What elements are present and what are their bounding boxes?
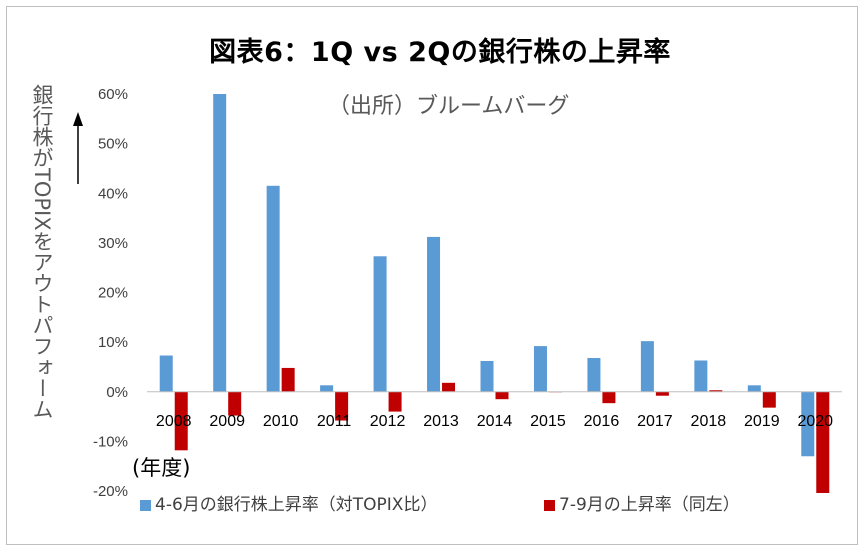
legend-swatch-series-1 [140, 499, 151, 511]
bar-series-1-2008 [159, 355, 173, 392]
y-tick-label: 0% [106, 384, 128, 401]
x-category-label: 2008 [156, 413, 192, 430]
legend-label-series-2: 7-9月の上昇率（同左） [559, 495, 740, 515]
x-category-label: 2009 [209, 413, 245, 430]
x-category-label: 2019 [744, 413, 780, 430]
bar-series-1-2010 [266, 185, 280, 392]
bar-series-2-2014 [495, 391, 509, 400]
bar-series-1-2018 [694, 360, 708, 392]
bar-series-1-2016 [587, 358, 601, 392]
y-tick-label: -10% [93, 433, 128, 450]
y-axis-label: 銀行株がTOPIXをアウトパフォーム [30, 84, 54, 420]
y-tick-label: 10% [98, 334, 128, 351]
bar-series-2-2020 [816, 391, 830, 493]
bar-series-2-2008 [174, 391, 188, 451]
x-category-label: 2012 [370, 413, 406, 430]
bar-series-1-2017 [640, 341, 654, 392]
bar-series-1-2012 [373, 256, 387, 392]
x-category-label: 2018 [691, 413, 727, 430]
chart-subtitle: （出所）ブルームバーグ [328, 94, 570, 119]
bar-series-1-2019 [747, 385, 761, 392]
bar-series-2-2017 [655, 391, 669, 396]
y-tick-label: -20% [93, 483, 128, 500]
bar-series-2-2011 [335, 391, 349, 421]
bar-series-2-2010 [281, 367, 295, 392]
y-tick-label: 60% [98, 86, 128, 103]
x-category-label: 2013 [423, 413, 459, 430]
legend-label-series-1: 4-6月の銀行株上昇率（対TOPIX比） [155, 495, 438, 515]
y-tick-label: 20% [98, 285, 128, 302]
bar-series-2-2012 [388, 391, 402, 412]
legend-item-series-2: 7-9月の上昇率（同左） [544, 490, 740, 515]
bar-series-1-2014 [480, 360, 494, 392]
x-category-label: 2011 [317, 413, 352, 430]
bar-series-2-2019 [762, 391, 776, 408]
year-note: (年度) [132, 456, 191, 480]
x-category-label: 2014 [477, 413, 513, 430]
bar-series-2-2016 [602, 391, 616, 404]
y-tick-label: 50% [98, 136, 128, 153]
bar-series-2-2013 [442, 382, 456, 392]
bar-series-1-2011 [320, 385, 334, 392]
bar-series-1-2020 [801, 391, 815, 457]
y-tick-label: 30% [98, 235, 128, 252]
x-category-label: 2010 [263, 413, 299, 430]
bar-series-1-2013 [427, 236, 441, 392]
x-category-label: 2020 [797, 413, 833, 430]
bar-series-2-2009 [228, 391, 242, 416]
legend-item-series-1: 4-6月の銀行株上昇率（対TOPIX比） [140, 490, 437, 515]
chart-frame [6, 6, 858, 545]
bar-series-1-2009 [213, 94, 227, 392]
bar-series-1-2015 [533, 346, 547, 392]
x-category-label: 2016 [584, 413, 620, 430]
up-arrow [73, 112, 83, 184]
y-tick-label: 40% [98, 185, 128, 202]
x-category-label: 2015 [530, 413, 566, 430]
chart-title: 図表6：1Q vs 2Qの銀行株の上昇率 [209, 37, 671, 68]
bar-series-2-2018 [709, 390, 723, 392]
legend-swatch-series-2 [544, 499, 555, 511]
x-category-label: 2017 [637, 413, 673, 430]
